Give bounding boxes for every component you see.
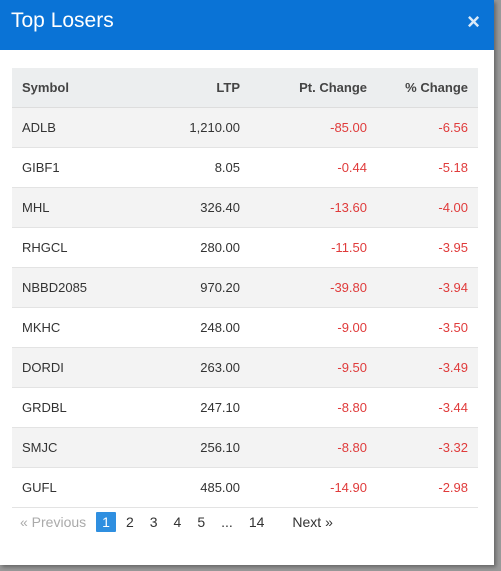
cell-pct-change: -6.56 xyxy=(377,107,478,148)
cell-ltp: 8.05 xyxy=(152,147,250,188)
cell-symbol: ADLB xyxy=(12,107,152,148)
cell-pt-change: -11.50 xyxy=(250,227,377,268)
cell-pt-change: -9.50 xyxy=(250,347,377,388)
cell-pt-change: -0.44 xyxy=(250,147,377,188)
cell-symbol: GRDBL xyxy=(12,387,152,428)
table-header-row: Symbol LTP Pt. Change % Change xyxy=(12,68,478,108)
cell-pct-change: -4.00 xyxy=(377,187,478,228)
cell-ltp: 326.40 xyxy=(152,187,250,228)
header-ltp[interactable]: LTP xyxy=(152,68,250,108)
cell-symbol: DORDI xyxy=(12,347,152,388)
cell-pt-change: -8.80 xyxy=(250,427,377,468)
cell-pct-change: -3.94 xyxy=(377,267,478,308)
cell-pct-change: -5.18 xyxy=(377,147,478,188)
cell-symbol: RHGCL xyxy=(12,227,152,268)
cell-symbol: SMJC xyxy=(12,427,152,468)
header-pct-change[interactable]: % Change xyxy=(377,68,478,108)
page-button-2[interactable]: 2 xyxy=(125,514,134,530)
next-page-button[interactable]: Next » xyxy=(292,514,333,530)
table-row[interactable]: SMJC 256.10 -8.80 -3.32 xyxy=(12,427,478,468)
cell-pct-change: -3.32 xyxy=(377,427,478,468)
table-row[interactable]: GIBF1 8.05 -0.44 -5.18 xyxy=(12,147,478,188)
table-row[interactable]: ADLB 1,210.00 -85.00 -6.56 xyxy=(12,107,478,148)
cell-pt-change: -9.00 xyxy=(250,307,377,348)
cell-ltp: 263.00 xyxy=(152,347,250,388)
cell-pt-change: -14.90 xyxy=(250,467,377,508)
table-row[interactable]: GRDBL 247.10 -8.80 -3.44 xyxy=(12,387,478,428)
cell-ltp: 248.00 xyxy=(152,307,250,348)
close-icon[interactable]: × xyxy=(467,9,480,34)
cell-ltp: 247.10 xyxy=(152,387,250,428)
cell-ltp: 485.00 xyxy=(152,467,250,508)
table-row[interactable]: NBBD2085 970.20 -39.80 -3.94 xyxy=(12,267,478,308)
pagination: « Previous 1 2 3 4 5... 14 Next » xyxy=(14,512,343,532)
cell-pt-change: -85.00 xyxy=(250,107,377,148)
cell-symbol: GUFL xyxy=(12,467,152,508)
cell-pt-change: -39.80 xyxy=(250,267,377,308)
cell-pct-change: -3.49 xyxy=(377,347,478,388)
table-row[interactable]: RHGCL 280.00 -11.50 -3.95 xyxy=(12,227,478,268)
table-row[interactable]: MHL 326.40 -13.60 -4.00 xyxy=(12,187,478,228)
header-symbol[interactable]: Symbol xyxy=(12,68,152,108)
previous-page-button[interactable]: « Previous xyxy=(20,514,87,530)
cell-ltp: 1,210.00 xyxy=(152,107,250,148)
cell-symbol: MKHC xyxy=(12,307,152,348)
page-button-1[interactable]: 1 xyxy=(96,512,116,532)
modal-title: Top Losers xyxy=(11,9,114,32)
losers-table-container: Symbol LTP Pt. Change % Change ADLB 1,210… xyxy=(12,68,478,508)
cell-pt-change: -8.80 xyxy=(250,387,377,428)
cell-ltp: 280.00 xyxy=(152,227,250,268)
page-button-4[interactable]: 4 xyxy=(173,514,182,530)
header-pt-change[interactable]: Pt. Change xyxy=(250,68,377,108)
page-button-5[interactable]: 5 xyxy=(197,514,206,530)
cell-pct-change: -2.98 xyxy=(377,467,478,508)
table-row[interactable]: DORDI 263.00 -9.50 -3.49 xyxy=(12,347,478,388)
cell-pct-change: -3.50 xyxy=(377,307,478,348)
table-row[interactable]: MKHC 248.00 -9.00 -3.50 xyxy=(12,307,478,348)
losers-table: Symbol LTP Pt. Change % Change ADLB 1,210… xyxy=(12,68,478,508)
cell-pct-change: -3.95 xyxy=(377,227,478,268)
page-button-3[interactable]: 3 xyxy=(149,514,158,530)
cell-symbol: MHL xyxy=(12,187,152,228)
cell-ltp: 970.20 xyxy=(152,267,250,308)
cell-ltp: 256.10 xyxy=(152,427,250,468)
cell-pt-change: -13.60 xyxy=(250,187,377,228)
cell-pct-change: -3.44 xyxy=(377,387,478,428)
page-button-14[interactable]: 14 xyxy=(248,514,265,530)
top-losers-modal: Top Losers × Symbol LTP Pt. Change % Cha… xyxy=(0,0,494,565)
table-row[interactable]: GUFL 485.00 -14.90 -2.98 xyxy=(12,467,478,508)
cell-symbol: NBBD2085 xyxy=(12,267,152,308)
cell-symbol: GIBF1 xyxy=(12,147,152,188)
modal-header: Top Losers × xyxy=(0,0,494,50)
page-ellipsis: ... xyxy=(221,514,233,530)
